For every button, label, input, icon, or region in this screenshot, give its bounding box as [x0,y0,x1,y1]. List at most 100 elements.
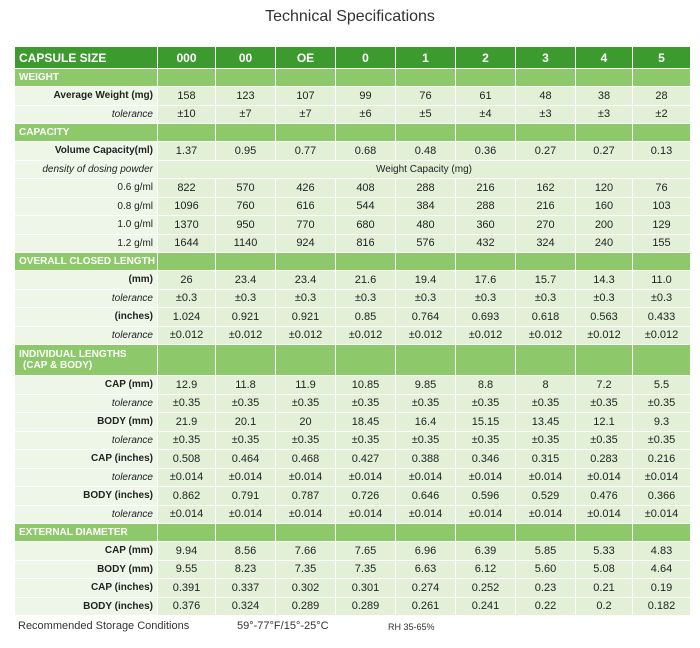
value-cell: ±0.014 [157,504,216,524]
value-cell: ±0.35 [515,393,576,413]
row-label: tolerance [14,393,158,413]
value-cell: 8.56 [215,541,276,561]
footer-temperature: 59°-77°F/15°-25°C [237,620,329,632]
value-cell: ±0.35 [215,393,276,413]
value-cell: ±0.35 [335,393,396,413]
value-cell: 0.301 [335,578,396,598]
section-fill [515,68,576,87]
row-label: CAP (mm) [14,541,158,561]
section-fill [335,344,396,376]
value-cell: 0.324 [215,596,276,616]
value-cell: 0.77 [275,141,336,161]
section-title: CAPACITY [14,123,158,142]
value-cell: 9.94 [157,541,216,561]
value-cell: 0.563 [575,307,633,327]
value-cell: 0.346 [455,449,516,469]
row-label: CAP (mm) [14,375,158,395]
value-cell: 576 [395,233,456,253]
value-cell: 0.529 [515,486,576,506]
data-row: tolerance ±0.012 ±0.012 ±0.012 ±0.012 ±0.012 ±… [14,325,691,345]
value-cell: ±0.014 [275,504,336,524]
data-row: 0.6 g/ml 822 570 426 408 288 216 162 120 76 [14,178,691,198]
value-cell: 11.9 [275,375,336,395]
value-cell: ±0.35 [455,393,516,413]
value-cell: ±0.012 [395,325,456,345]
value-cell: 324 [515,233,576,253]
section-fill [455,123,516,142]
section-fill [632,344,691,376]
value-cell: 0.27 [575,141,633,161]
value-cell: 26 [157,270,216,290]
value-cell: ±0.014 [335,504,396,524]
data-row: tolerance ±0.35 ±0.35 ±0.35 ±0.35 ±0.35 ±0.35 ±… [14,393,691,413]
section-fill [215,68,276,87]
value-cell: 6.63 [395,559,456,579]
value-cell: 1096 [157,196,216,216]
section-fill [275,344,336,376]
value-cell: 0.366 [632,486,691,506]
value-cell: 76 [632,178,691,198]
value-cell: ±0.014 [632,467,691,487]
header-cell: OE [275,46,336,69]
value-cell: ±5 [395,104,456,124]
value-cell: ±0.35 [632,393,691,413]
section-title: EXTERNAL DIAMETER [14,523,158,542]
value-cell: ±0.35 [275,430,336,450]
value-cell: 6.39 [455,541,516,561]
value-cell: ±0.35 [275,393,336,413]
value-cell: 1370 [157,215,216,235]
footer-humidity: RH 35-65% [388,622,435,632]
value-cell: 123 [215,86,276,106]
value-cell: 129 [632,215,691,235]
section-fill [515,344,576,376]
value-cell: 7.2 [575,375,633,395]
value-cell: 6.96 [395,541,456,561]
row-label: 0.8 g/ml [14,196,158,216]
section-fill [157,252,216,271]
section-fill [395,123,456,142]
value-cell: 408 [335,178,396,198]
value-cell: 0.2 [575,596,633,616]
value-cell: 0.693 [455,307,516,327]
value-cell: ±0.35 [157,430,216,450]
section-fill [215,523,276,542]
value-cell: 544 [335,196,396,216]
row-label: tolerance [14,104,158,124]
value-cell: 12.9 [157,375,216,395]
section-row: OVERALL CLOSED LENGTH [14,252,691,271]
row-label: Average Weight (mg) [14,86,158,106]
value-cell: 426 [275,178,336,198]
value-cell: ±0.012 [575,325,633,345]
section-fill [335,252,396,271]
value-cell: 216 [515,196,576,216]
section-title-text: WEIGHT [19,72,59,83]
row-label: density of dosing powder [14,159,158,179]
value-cell: 480 [395,215,456,235]
value-cell: 5.85 [515,541,576,561]
value-cell: ±10 [157,104,216,124]
value-cell: 0.261 [395,596,456,616]
value-cell: 0.618 [515,307,576,327]
value-cell: ±0.014 [335,467,396,487]
section-fill [575,344,633,376]
value-cell: ±0.014 [515,467,576,487]
data-row: 0.8 g/ml 1096 760 616 544 384 288 216 160 103 [14,196,691,216]
section-fill [395,523,456,542]
value-cell: 384 [395,196,456,216]
header-cell: 000 [157,46,216,69]
value-cell: 0.468 [275,449,336,469]
section-title-text: OVERALL CLOSED LENGTH [19,256,155,267]
value-cell: ±0.35 [632,430,691,450]
value-cell: 1644 [157,233,216,253]
value-cell: 1.024 [157,307,216,327]
row-label: Volume Capacity(ml) [14,141,158,161]
value-cell: ±2 [632,104,691,124]
section-title: INDIVIDUAL LENGTHS (CAP & BODY) [14,344,158,376]
section-title-text: EXTERNAL DIAMETER [19,527,128,538]
row-label: tolerance [14,430,158,450]
value-cell: 0.464 [215,449,276,469]
value-cell: 9.3 [632,412,691,432]
data-row: tolerance ±0.35 ±0.35 ±0.35 ±0.35 ±0.35 ±0.35 ±… [14,430,691,450]
section-row: CAPACITY [14,123,691,142]
value-cell: 0.283 [575,449,633,469]
